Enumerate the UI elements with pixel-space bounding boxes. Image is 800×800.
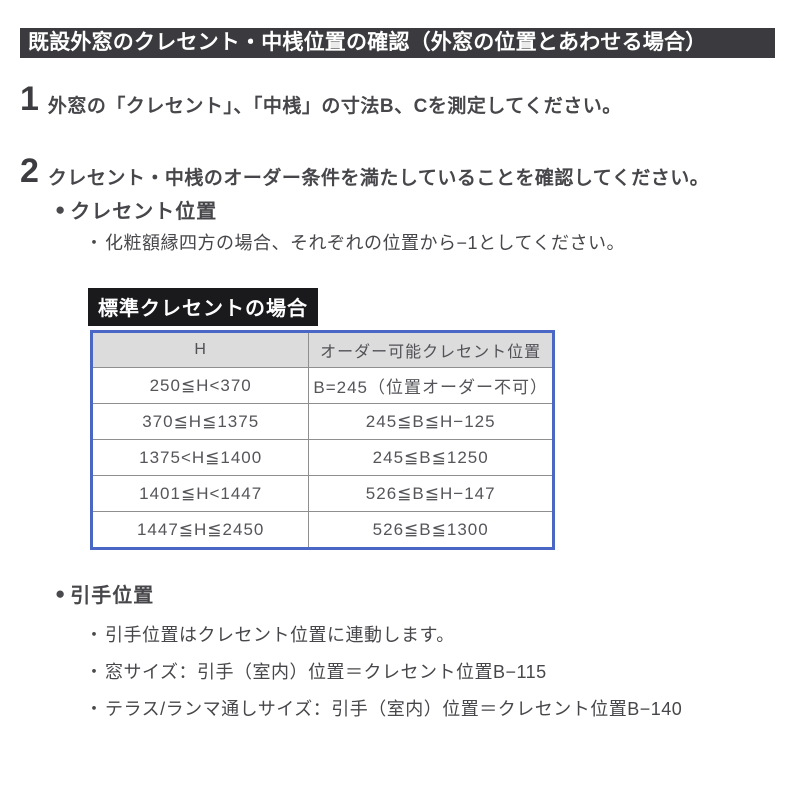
- handle-note-terrace-size-text: テラス/ランマ通しサイズ：引手（室内）位置＝クレセント位置B−140: [105, 699, 683, 719]
- handle-note-window-size-text: 窓サイズ：引手（室内）位置＝クレセント位置B−115: [105, 662, 547, 682]
- table-cell-order-range: 526≦B≦1300: [308, 511, 554, 549]
- crescent-note: ・ 化粧額縁四方の場合、それぞれの位置から−1としてください。: [85, 229, 625, 255]
- table-cell-h-range: 1375<H≦1400: [90, 439, 310, 476]
- crescent-position-table: H オーダー可能クレセント位置 250≦H<370 B=245（位置オーダー不可…: [90, 330, 555, 550]
- handle-note-linked: ・ 引手位置はクレセント位置に連動します。: [85, 621, 455, 647]
- page-title: 既設外窓のクレセント・中桟位置の確認（外窓の位置とあわせる場合）: [20, 28, 775, 58]
- table-cell-order-range: B=245（位置オーダー不可）: [308, 367, 554, 404]
- handle-note-terrace-size: ・ テラス/ランマ通しサイズ：引手（室内）位置＝クレセント位置B−140: [85, 695, 682, 721]
- table-cell-h-range: 1401≦H<1447: [90, 475, 310, 512]
- table-cell-order-range: 526≦B≦H−147: [308, 475, 554, 512]
- sub-bullet-icon: ・: [85, 662, 103, 682]
- step-1-number: 1: [20, 80, 39, 118]
- bullet-icon: ●: [55, 584, 66, 603]
- table-row: 1401≦H<1447 526≦B≦H−147: [90, 475, 554, 512]
- step-2-number: 2: [20, 152, 39, 190]
- table-header-order-position: オーダー可能クレセント位置: [308, 331, 554, 368]
- handle-position-label: 引手位置: [70, 585, 155, 607]
- table-row: 1375<H≦1400 245≦B≦1250: [90, 439, 554, 476]
- handle-position-heading: ● 引手位置: [55, 579, 154, 608]
- bullet-icon: ●: [55, 200, 66, 219]
- step-2-text: クレセント・中桟のオーダー条件を満たしていることを確認してください。: [47, 168, 710, 189]
- step-1-text: 外窓の「クレセント」、「中桟」の寸法B、Cを測定してください。: [47, 96, 622, 117]
- standard-crescent-label: 標準クレセントの場合: [88, 288, 318, 326]
- table-cell-order-range: 245≦B≦H−125: [308, 403, 554, 440]
- crescent-position-label: クレセント位置: [70, 201, 218, 223]
- table-row: 250≦H<370 B=245（位置オーダー不可）: [90, 367, 554, 404]
- sub-bullet-icon: ・: [85, 233, 103, 253]
- table-cell-h-range: 370≦H≦1375: [90, 403, 310, 440]
- crescent-note-text: 化粧額縁四方の場合、それぞれの位置から−1としてください。: [105, 233, 625, 253]
- sub-bullet-icon: ・: [85, 699, 103, 719]
- step-1: 1 外窓の「クレセント」、「中桟」の寸法B、Cを測定してください。: [20, 82, 622, 118]
- handle-note-window-size: ・ 窓サイズ：引手（室内）位置＝クレセント位置B−115: [85, 658, 547, 684]
- table-cell-h-range: 1447≦H≦2450: [90, 511, 310, 549]
- handle-note-linked-text: 引手位置はクレセント位置に連動します。: [105, 625, 455, 645]
- table-header-row: H オーダー可能クレセント位置: [90, 331, 554, 368]
- crescent-position-heading: ● クレセント位置: [55, 195, 217, 224]
- step-2: 2 クレセント・中桟のオーダー条件を満たしていることを確認してください。: [20, 154, 709, 190]
- table-cell-order-range: 245≦B≦1250: [308, 439, 554, 476]
- table-cell-h-range: 250≦H<370: [90, 367, 310, 404]
- sub-bullet-icon: ・: [85, 625, 103, 645]
- table-row: 1447≦H≦2450 526≦B≦1300: [90, 511, 554, 549]
- table-row: 370≦H≦1375 245≦B≦H−125: [90, 403, 554, 440]
- table-header-h: H: [90, 331, 310, 368]
